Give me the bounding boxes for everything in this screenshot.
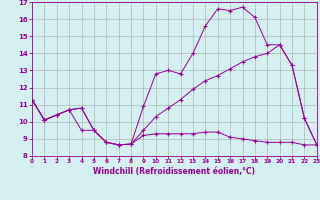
X-axis label: Windchill (Refroidissement éolien,°C): Windchill (Refroidissement éolien,°C) [93, 167, 255, 176]
